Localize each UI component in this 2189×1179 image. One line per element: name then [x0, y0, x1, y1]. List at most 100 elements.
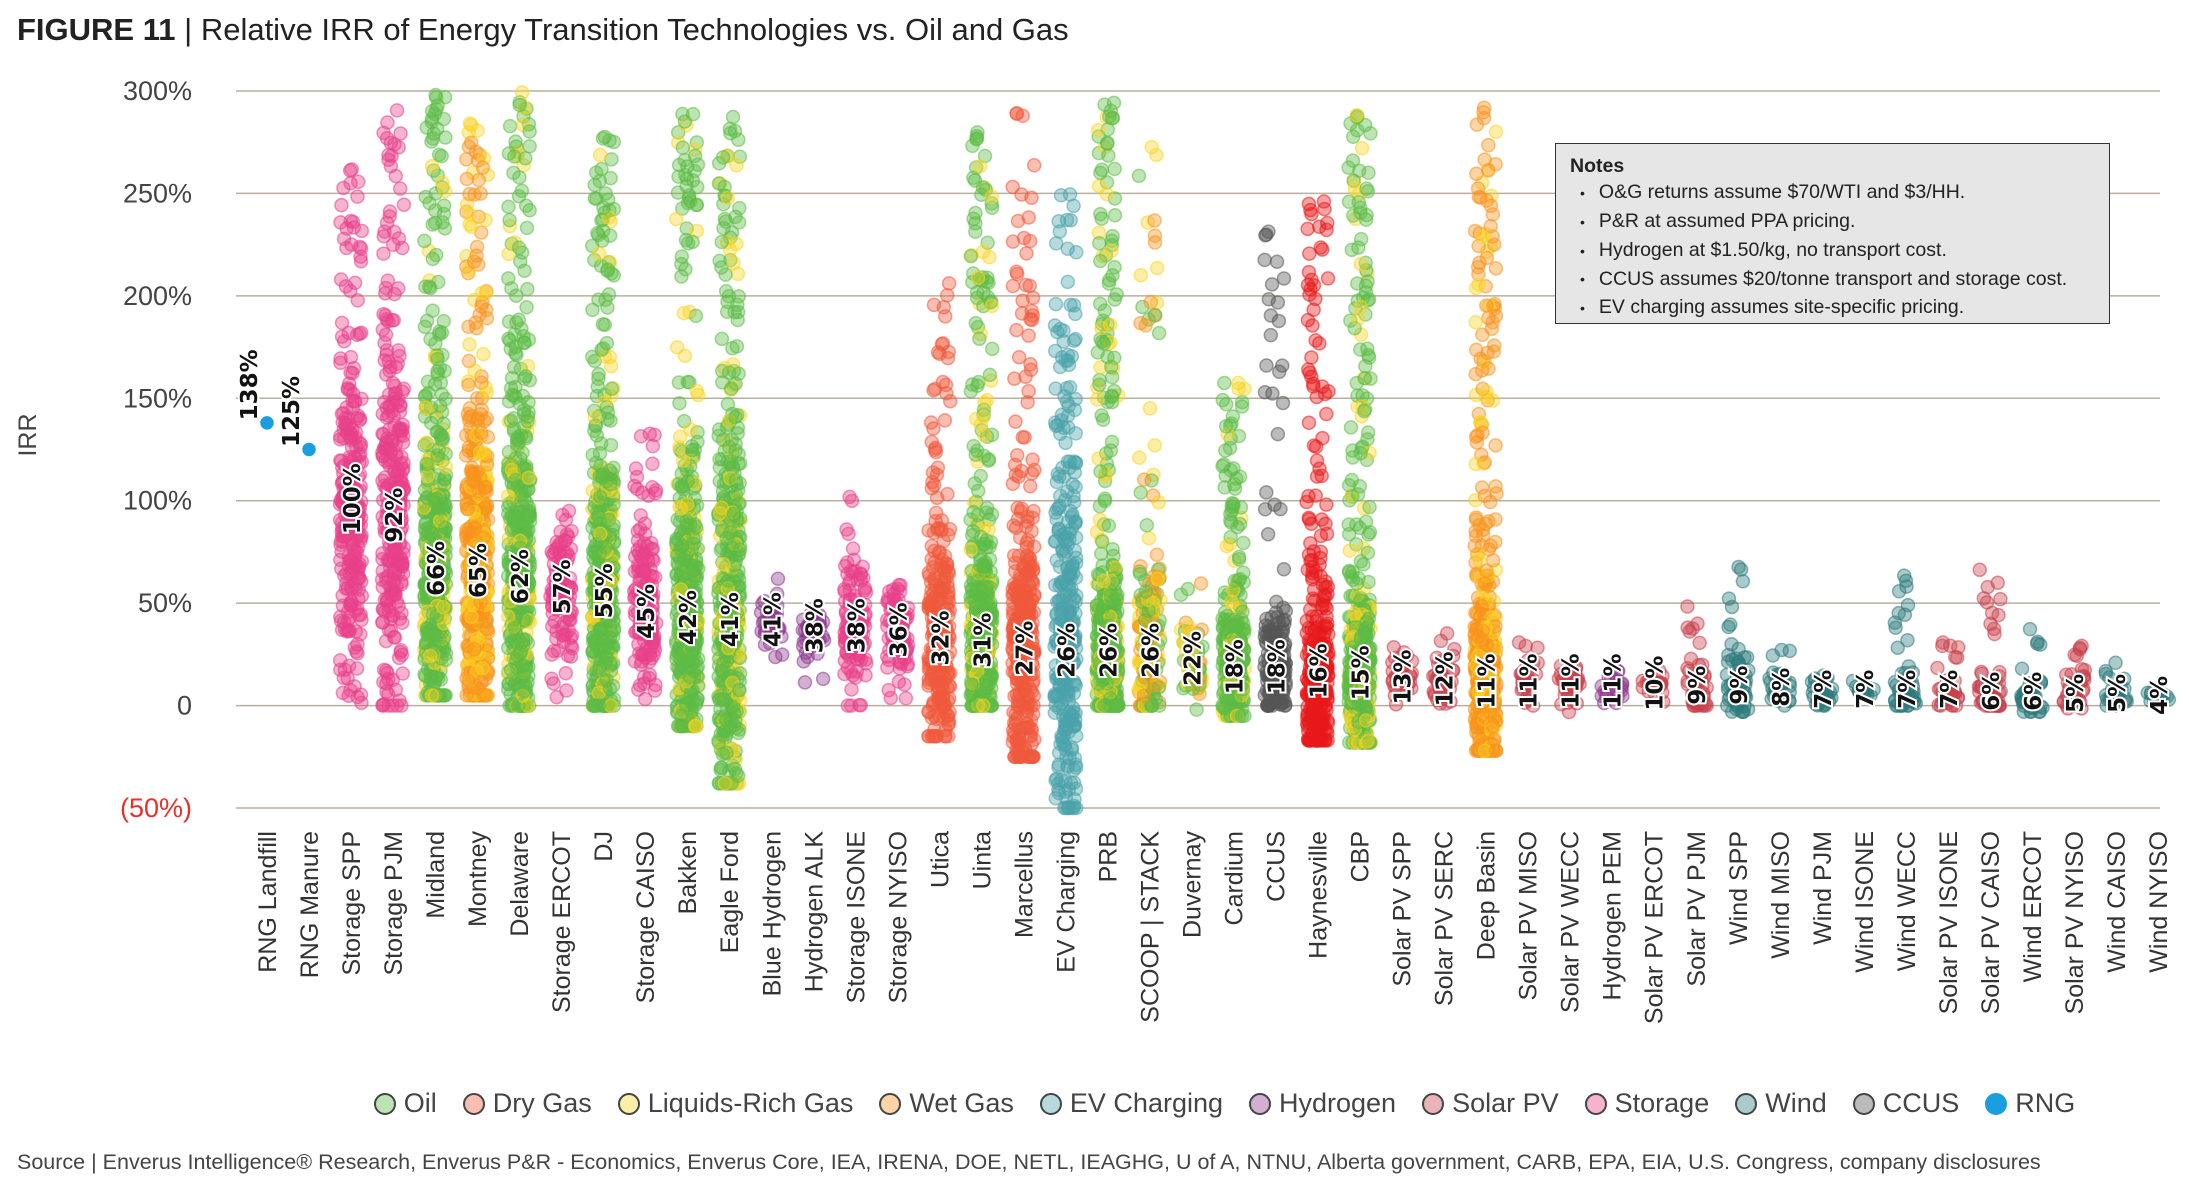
data-point	[503, 341, 519, 357]
data-point	[939, 386, 954, 401]
data-point	[336, 473, 351, 489]
data-point	[603, 698, 619, 713]
data-point	[1010, 213, 1026, 229]
data-point	[333, 355, 348, 370]
data-point	[389, 103, 405, 118]
data-point	[1011, 469, 1026, 484]
data-point	[979, 673, 994, 688]
data-point	[603, 358, 619, 374]
data-point	[462, 217, 477, 232]
data-point	[418, 516, 433, 532]
data-point	[519, 300, 534, 315]
data-point	[940, 486, 955, 502]
data-point	[333, 215, 348, 230]
data-point	[515, 499, 530, 514]
data-point	[683, 422, 698, 437]
data-point	[594, 468, 609, 483]
data-point	[627, 549, 643, 564]
data-point	[844, 682, 859, 697]
data-point	[768, 649, 783, 665]
data-points	[260, 85, 2177, 816]
data-point	[732, 682, 747, 698]
data-point	[344, 237, 359, 252]
data-point	[633, 521, 648, 537]
data-point	[1005, 278, 1021, 294]
data-point	[967, 173, 983, 188]
data-point	[729, 236, 744, 252]
data-point	[346, 386, 361, 402]
data-point	[713, 543, 729, 558]
data-point	[840, 566, 855, 582]
data-point	[592, 489, 608, 505]
data-point	[937, 563, 953, 578]
data-point	[984, 189, 999, 204]
data-point	[351, 469, 366, 484]
data-point	[478, 212, 493, 228]
data-point	[689, 179, 705, 195]
data-point	[430, 448, 445, 463]
data-point	[461, 377, 476, 393]
data-point	[508, 134, 523, 149]
data-point	[341, 688, 356, 703]
data-point	[1020, 532, 1036, 548]
data-point	[675, 453, 691, 468]
data-point	[1009, 106, 1025, 122]
data-point	[514, 321, 529, 336]
data-point	[921, 705, 937, 720]
data-point	[334, 197, 349, 213]
data-point	[839, 522, 854, 537]
data-point	[717, 776, 733, 791]
data-point	[1051, 214, 1067, 229]
data-point	[461, 672, 476, 688]
data-point	[714, 500, 730, 516]
data-point	[395, 566, 411, 582]
y-tick-label: 50%	[138, 588, 192, 618]
data-point	[673, 651, 688, 666]
data-point	[378, 286, 393, 301]
data-point	[417, 319, 433, 335]
data-point	[520, 413, 535, 429]
data-point	[377, 353, 392, 368]
data-point	[721, 289, 737, 304]
data-point	[926, 729, 941, 744]
data-point	[594, 342, 609, 358]
data-point	[388, 587, 403, 603]
data-point	[680, 473, 695, 489]
data-point	[1008, 414, 1023, 429]
data-point	[606, 497, 621, 512]
data-point	[679, 697, 694, 712]
data-point	[393, 126, 408, 141]
data-point	[386, 408, 402, 424]
data-point	[1018, 369, 1033, 385]
data-point	[506, 359, 522, 375]
data-point	[391, 392, 406, 408]
data-point	[976, 698, 991, 713]
data-point	[627, 478, 642, 494]
data-point	[506, 165, 521, 181]
data-point	[936, 575, 952, 590]
data-point	[353, 627, 368, 642]
data-point	[431, 274, 446, 290]
data-point	[628, 461, 644, 476]
data-point	[648, 483, 664, 498]
y-tick-label: 200%	[123, 281, 192, 311]
y-axis-label: IRR	[14, 413, 42, 456]
data-point	[474, 674, 489, 690]
data-point	[462, 186, 477, 202]
data-point	[516, 658, 531, 673]
data-point	[978, 580, 994, 595]
y-tick-label: 100%	[123, 486, 192, 516]
data-point	[965, 138, 980, 154]
data-point	[966, 211, 981, 227]
data-point	[606, 268, 622, 283]
data-point	[725, 340, 740, 356]
data-point	[336, 180, 351, 196]
data-point	[520, 281, 535, 297]
data-point	[475, 661, 490, 676]
data-point	[687, 163, 702, 179]
data-point	[928, 440, 943, 456]
data-point	[969, 290, 985, 306]
data-point	[336, 670, 352, 686]
data-point	[479, 688, 495, 703]
data-point	[724, 381, 739, 396]
